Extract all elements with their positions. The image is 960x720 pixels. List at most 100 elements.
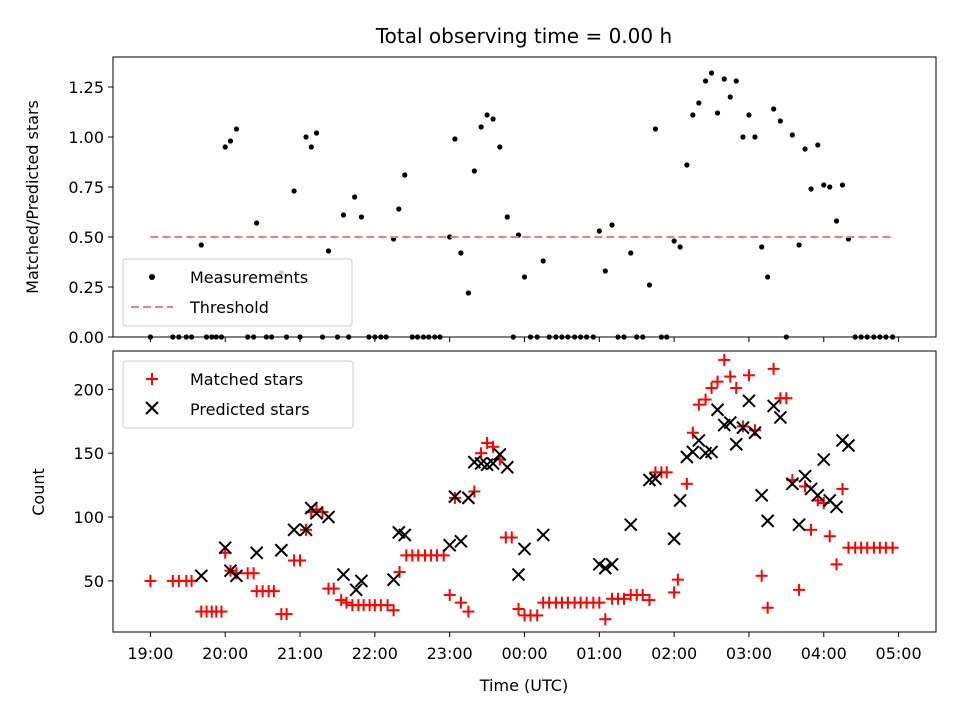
predicted-star-point (194, 569, 208, 583)
predicted-star-point (710, 403, 725, 417)
predicted-star-point (500, 460, 514, 474)
measurement-point (727, 94, 733, 100)
measurement-point (291, 188, 297, 194)
matched-star-point (705, 382, 718, 395)
predicted-star-point (511, 567, 526, 582)
predicted-star-point (229, 569, 244, 583)
bottom-legend-box (122, 360, 354, 429)
bottom-y-tick-label: 200 (73, 380, 104, 399)
x-tick-label: 04:00 (801, 644, 847, 663)
matched-star-point (711, 375, 724, 388)
measurement-point (396, 206, 402, 212)
matched-star-point (462, 605, 475, 618)
measurement-point (721, 76, 727, 82)
predicted-star-point (287, 523, 301, 537)
matched-star-point (886, 541, 899, 554)
matched-star-point (531, 609, 544, 622)
measurement-point (690, 112, 696, 118)
matched-star-point (748, 424, 761, 437)
measurement-point (602, 268, 608, 274)
legend-label-matched: Matched stars (190, 370, 303, 389)
x-tick-label: 01:00 (576, 644, 622, 663)
measurement-point (540, 258, 546, 264)
measurement-point (652, 126, 659, 132)
predicted-star-point (742, 394, 756, 408)
predicted-star-point (454, 534, 468, 549)
matched-star-point (593, 596, 606, 609)
top-x-axis-ticks (149, 337, 900, 342)
top-y-tick-label: 0.00 (68, 328, 104, 347)
matched-star-point (671, 573, 684, 586)
matched-star-point (761, 601, 774, 614)
matched-star-point (340, 596, 353, 609)
matched-star-point (505, 531, 518, 544)
bottom-legend: Matched stars Predicted stars (122, 360, 354, 429)
measurement-point (740, 134, 746, 140)
measurement-point (325, 248, 332, 254)
predicted-star-point (274, 543, 289, 557)
matched-star-point (144, 574, 157, 587)
predicted-star-point (729, 437, 743, 451)
matched-star-point (247, 567, 260, 580)
predicted-star-point (785, 477, 800, 491)
matched-star-point (668, 586, 681, 599)
measurement-point (478, 124, 484, 130)
matched-star-point (327, 582, 340, 595)
top-y-axis-ticks: 0.00 0.25 0.50 0.75 1.00 1.25 (68, 78, 113, 347)
predicted-star-point (648, 472, 663, 486)
measurement-point (827, 184, 833, 190)
predicted-star-point (686, 445, 700, 459)
bottom-x-axis-ticks: 19:00 20:00 21:00 22:00 23:00 00:00 01:00 02:00… (127, 632, 922, 663)
predicted-star-point (336, 567, 351, 582)
measurement-point (671, 238, 677, 244)
bottom-y-tick-label: 100 (73, 508, 104, 527)
measurement-point (815, 142, 821, 148)
matched-star-point (823, 530, 836, 543)
measurement-point (521, 274, 528, 280)
legend-label-predicted: Predicted stars (190, 400, 310, 419)
top-y-tick-label: 1.25 (68, 78, 104, 97)
measurement-point (402, 172, 408, 178)
matched-stars-series (144, 353, 899, 626)
predicted-star-point (798, 469, 812, 483)
measurement-point (352, 194, 358, 200)
predicted-star-point (536, 528, 550, 542)
measurement-point (789, 132, 795, 138)
top-y-tick-label: 1.00 (68, 128, 104, 147)
predicted-star-point (704, 445, 719, 459)
measurement-point (833, 218, 840, 224)
matched-star-point (393, 565, 406, 578)
measurement-point (484, 112, 490, 118)
matched-star-point (692, 398, 705, 411)
matched-star-point (280, 608, 293, 621)
predicted-star-point (398, 528, 412, 542)
predicted-star-point (442, 538, 457, 552)
measurement-point (696, 100, 702, 106)
legend-marker-measurements (149, 274, 155, 280)
top-legend: Measurements Threshold (122, 258, 353, 327)
predicted-star-point (773, 410, 788, 425)
matched-star-point (512, 603, 525, 616)
top-legend-box (122, 258, 353, 327)
measurement-point (458, 250, 464, 256)
matched-star-point (443, 588, 456, 601)
matched-star-point (215, 605, 228, 618)
matched-star-point (660, 466, 673, 479)
measurement-point (497, 144, 503, 150)
bottom-y-tick-label: 150 (73, 444, 104, 463)
predicted-star-point (486, 456, 500, 471)
measurement-point (303, 134, 309, 140)
top-y-tick-label: 0.25 (68, 278, 104, 297)
predicted-star-point (723, 415, 737, 430)
matched-star-point (793, 583, 806, 596)
matched-star-point (730, 382, 743, 395)
measurement-point (254, 220, 260, 226)
measurement-point (677, 244, 683, 250)
predicted-star-point (605, 557, 619, 572)
measurement-point (313, 130, 320, 136)
x-tick-label: 23:00 (427, 644, 473, 663)
matched-star-point (636, 588, 649, 601)
matched-star-point (724, 370, 737, 383)
measurement-point (308, 144, 314, 150)
